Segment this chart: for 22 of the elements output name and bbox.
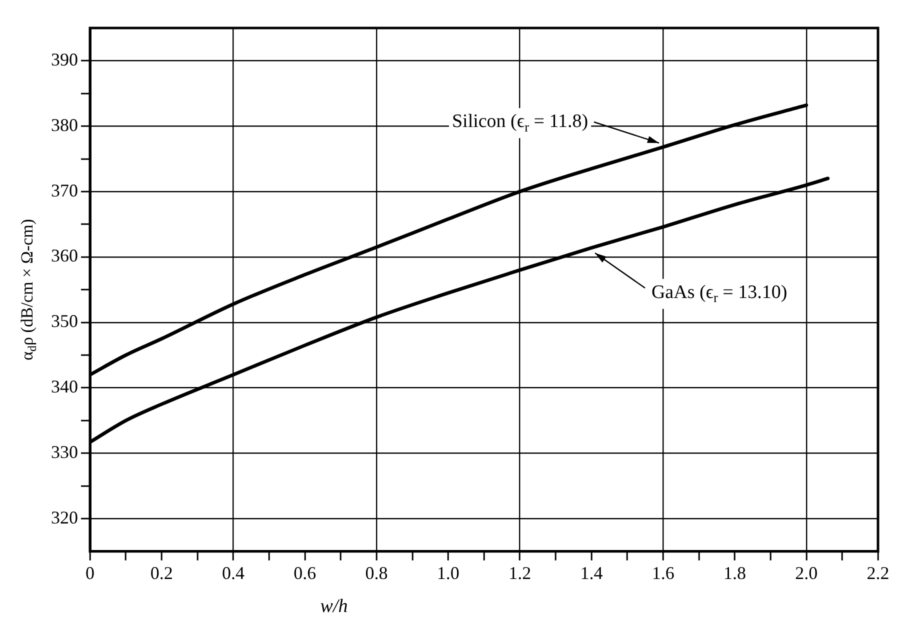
x-tick-label: 1.0	[436, 562, 460, 583]
y-tick-label: 380	[51, 114, 78, 135]
x-tick-label: 0.6	[294, 562, 316, 583]
x-tick-label: 1.6	[652, 562, 674, 583]
x-tick-label: 1.4	[580, 562, 603, 583]
y-tick-label: 320	[51, 507, 78, 528]
y-tick-label: 360	[51, 246, 78, 266]
x-tick-label: 0.4	[222, 562, 245, 583]
y-axis-title: αdρ (dB/cm × Ω-cm)	[17, 218, 40, 360]
x-tick-label: 1.8	[723, 562, 746, 583]
x-tick-label: 0.8	[365, 562, 388, 583]
y-tick-label: 350	[51, 311, 78, 332]
x-tick-label: 2.2	[866, 562, 890, 583]
y-tick-label: 330	[51, 442, 78, 462]
x-tick-label: 2.0	[795, 562, 818, 583]
x-tick-label: 1.2	[508, 562, 532, 583]
y-tick-label: 390	[51, 49, 78, 70]
x-tick-label: 0.2	[150, 562, 173, 583]
x-axis-title: w/h	[320, 596, 348, 617]
y-tick-label: 370	[51, 180, 78, 200]
y-tick-label: 340	[51, 376, 78, 397]
x-tick-label: 0	[86, 562, 94, 583]
